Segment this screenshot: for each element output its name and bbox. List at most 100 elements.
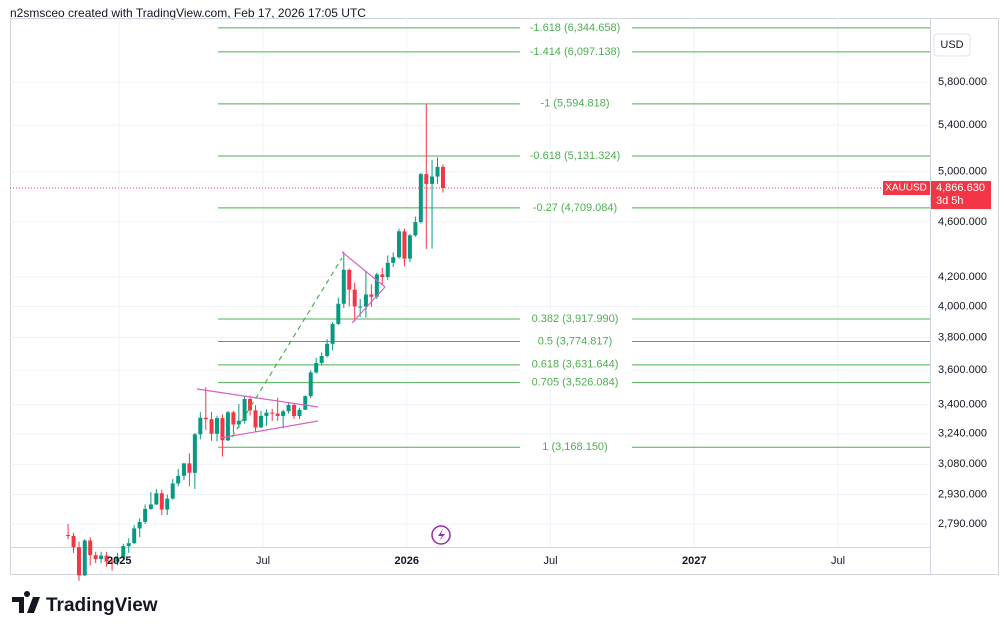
x-tick-label: Jul (543, 555, 557, 567)
candle-body (248, 398, 253, 411)
candle-body (121, 546, 126, 558)
triangle-line (341, 251, 386, 288)
y-tick-label: 3,800.000 (938, 331, 987, 343)
fib-label-bg (520, 375, 632, 390)
candle-body (430, 176, 435, 184)
candle-body (198, 417, 203, 435)
candle-body (352, 289, 357, 307)
y-tick-label: 5,800.000 (938, 76, 987, 88)
fib-label-bg (520, 440, 632, 455)
candle-body (159, 493, 164, 510)
fib-label-bg (520, 357, 632, 372)
candle-body (192, 434, 197, 473)
price-label: 4,866.630 (936, 182, 985, 194)
y-tick-label: 3,080.000 (938, 458, 987, 470)
y-tick-label: 3,240.000 (938, 428, 987, 440)
candle-body (319, 356, 324, 363)
candle-body (275, 413, 280, 416)
x-tick-label: 2026 (395, 555, 419, 567)
x-tick-label: 2025 (107, 555, 131, 567)
candle-body (292, 404, 297, 417)
fib-label: -1.618 (6,344.658) (530, 22, 621, 34)
candle-body (253, 410, 258, 428)
candle-body (115, 557, 120, 562)
candle-body (363, 294, 368, 307)
candle-body (281, 411, 286, 416)
projection-line (231, 257, 343, 438)
y-tick-label: 2,930.000 (938, 488, 987, 500)
fib-label-bg (520, 149, 632, 164)
candle-body (126, 543, 131, 547)
candle-body (440, 166, 445, 189)
logo-mark (12, 591, 40, 613)
fib-label: 0.618 (3,631.644) (532, 359, 619, 371)
y-tick-label: 4,600.000 (938, 216, 987, 228)
fib-label: 1 (3,168.150) (542, 441, 607, 453)
candle-body (264, 412, 269, 416)
candle-body (220, 418, 225, 441)
x-tick-label: Jul (831, 555, 845, 567)
currency-box[interactable] (933, 33, 971, 57)
candle-body (181, 463, 186, 476)
candle-body (286, 404, 291, 412)
candle-body (215, 418, 219, 434)
candle-body (396, 231, 401, 258)
candle-body (66, 534, 71, 536)
fib-label: 0.705 (3,526.084) (532, 377, 619, 389)
frame (10, 18, 999, 575)
candle-body (242, 398, 247, 421)
candle-body (170, 483, 175, 499)
triangle-line (196, 388, 319, 408)
y-tick-label: 4,000.000 (938, 300, 987, 312)
candle-body (203, 417, 208, 420)
candle-body (369, 294, 374, 297)
triangle-line (351, 286, 386, 324)
logo: TradingView (12, 591, 158, 616)
candle-body (374, 274, 379, 297)
candle-body (71, 535, 76, 548)
candle-body (82, 540, 87, 576)
candle-body (407, 235, 412, 259)
candle-body (88, 540, 93, 556)
candle-body (99, 555, 104, 560)
candle-body (104, 555, 109, 562)
candle-body (258, 415, 263, 428)
candle-body (402, 231, 407, 259)
fib-label-bg (520, 20, 632, 35)
x-tick-label: 2027 (682, 555, 706, 567)
fib-label: -1.414 (6,097.138) (530, 46, 621, 58)
symbol-box (883, 181, 930, 196)
fib-label: -1 (5,594.818) (540, 98, 609, 110)
symbol-label: XAUUSD (885, 183, 927, 194)
fib-label: 0.5 (3,774.817) (538, 335, 613, 347)
candle-body (77, 547, 81, 576)
price-box (931, 181, 991, 210)
candle-body (143, 508, 148, 522)
candle-body (154, 493, 159, 505)
candle-body (336, 303, 341, 324)
candle-body (231, 412, 236, 425)
fib-label: -0.618 (5,131.324) (530, 150, 621, 162)
candle-body (270, 412, 275, 414)
y-tick-label: 4,200.000 (938, 271, 987, 283)
fib-label-bg (520, 200, 632, 215)
plot: -1.618 (6,344.658) -1.414 (6,097.138) -1 (… (10, 18, 930, 581)
x-tick-label: Jul (256, 555, 270, 567)
candle-body (391, 257, 396, 263)
candle-body (341, 269, 346, 304)
candle-body (380, 274, 385, 278)
countdown: 3d 5h (936, 195, 964, 207)
fib-label: -0.27 (4,709.084) (533, 202, 617, 214)
candle-body (225, 412, 230, 441)
candle-body (308, 372, 313, 397)
candle-body (209, 419, 214, 434)
y-tick-label: 3,600.000 (938, 364, 987, 376)
fib-label: 0.382 (3,917.990) (532, 313, 619, 325)
triangle-line (219, 420, 319, 439)
candle-body (132, 528, 137, 544)
candle-body (110, 561, 115, 563)
currency[interactable]: USD (940, 39, 963, 51)
candle-body (435, 166, 440, 177)
